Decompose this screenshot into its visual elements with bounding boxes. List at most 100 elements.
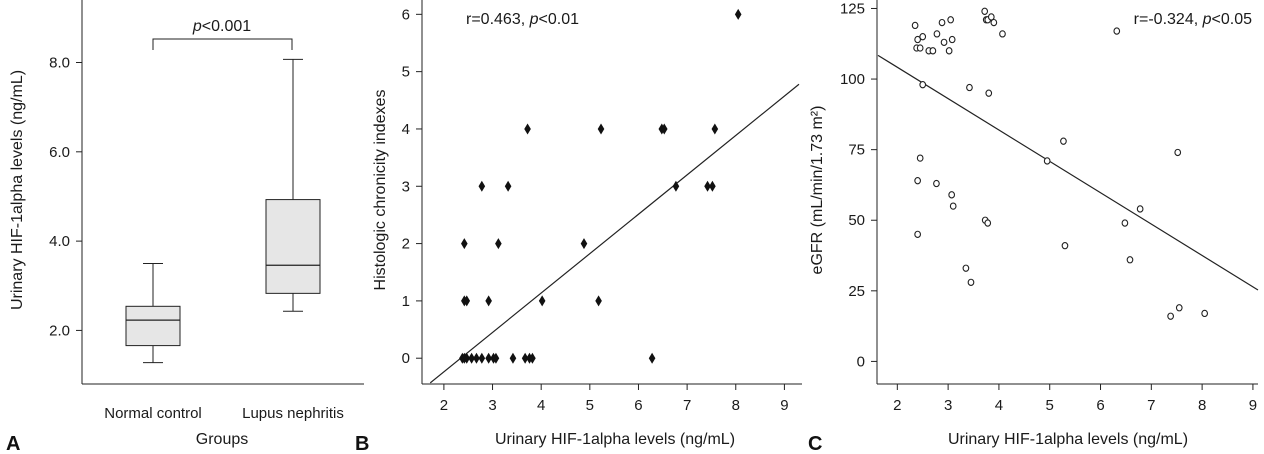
- panel-b-y-tick-label: 4: [402, 121, 410, 138]
- panel-b-x-tick-label: 3: [488, 397, 496, 414]
- panel-c-regression-line: [877, 54, 1259, 291]
- data-point: [962, 264, 970, 272]
- data-point: [509, 352, 517, 364]
- data-point: [948, 191, 956, 199]
- panel-c-y-tick-label: 25: [848, 283, 865, 300]
- data-point: [660, 123, 668, 135]
- panel-b-x-tick-label: 4: [537, 397, 545, 414]
- panel-a-y-axis-title: Urinary HIF-1alpha levels (ng/mL): [9, 70, 26, 310]
- data-point: [985, 89, 993, 97]
- data-point: [1113, 27, 1121, 35]
- data-point: [981, 7, 989, 15]
- panel-a-annotation: p<0.001: [192, 18, 251, 35]
- panel-b-y-tick-label: 2: [402, 236, 410, 253]
- data-point: [919, 33, 927, 41]
- panel-c-y-tick-label: 125: [840, 0, 865, 17]
- data-point: [473, 352, 480, 364]
- panel-b-y-tick-label: 0: [402, 350, 410, 367]
- data-point: [929, 47, 937, 55]
- data-point: [984, 219, 992, 227]
- panel-c-x-tick-label: 7: [1147, 397, 1155, 414]
- panel-b-x-tick-label: 2: [440, 397, 448, 414]
- data-point: [948, 35, 956, 44]
- panel-c-y-tick-label: 50: [848, 212, 865, 229]
- panel-c-x-tick-label: 4: [995, 397, 1003, 414]
- data-point: [538, 295, 546, 307]
- panel-c-x-tick-label: 6: [1096, 397, 1104, 414]
- box-iqr: [265, 199, 321, 294]
- panel-c-x-tick-label: 9: [1249, 397, 1257, 414]
- data-point: [485, 295, 492, 307]
- data-point: [919, 81, 927, 89]
- data-point: [711, 123, 719, 135]
- data-point: [933, 30, 941, 38]
- data-point: [524, 123, 531, 135]
- data-point: [911, 21, 919, 30]
- data-point: [940, 38, 948, 47]
- data-point: [485, 352, 492, 364]
- data-point: [945, 47, 953, 55]
- data-point: [468, 352, 475, 364]
- panel-c-x-tick-label: 2: [893, 397, 901, 414]
- panel-b-x-tick-label: 8: [732, 397, 740, 414]
- data-point: [999, 30, 1006, 38]
- data-point: [1043, 157, 1051, 165]
- panel-a-x-axis-title: Groups: [196, 431, 248, 448]
- data-point: [463, 352, 471, 364]
- data-point: [990, 18, 998, 27]
- panel-a-y-tick-label: 4.0: [49, 233, 70, 250]
- data-point: [916, 44, 924, 52]
- data-point: [478, 180, 486, 192]
- panel-b-regression-line: [429, 83, 800, 384]
- panel-letter-a: A: [6, 433, 20, 454]
- panel-c-x-tick-label: 5: [1046, 397, 1054, 414]
- data-point: [914, 177, 921, 185]
- data-point: [648, 352, 656, 364]
- panel-c-y-axis-title: eGFR (mL/min/1.73 m²): [809, 106, 826, 275]
- data-point: [916, 154, 924, 162]
- data-point: [1174, 148, 1182, 157]
- data-point: [478, 352, 486, 364]
- box-iqr: [125, 305, 181, 347]
- data-point: [1061, 241, 1069, 250]
- panel-c-annotation: r=-0.324, p<0.05: [1134, 11, 1252, 28]
- data-point: [949, 202, 957, 210]
- panel-a-y-tick-label: 6.0: [49, 144, 70, 161]
- data-point: [529, 352, 536, 364]
- data-point: [504, 180, 512, 192]
- panel-b-x-tick-label: 7: [683, 397, 691, 414]
- data-point: [521, 352, 529, 364]
- panel-b-y-axis-title: Histologic chronicity indexes: [372, 90, 389, 291]
- panel-c-x-tick-label: 3: [944, 397, 952, 414]
- panel-c-x-tick-label: 8: [1198, 397, 1206, 414]
- panel-b-x-tick-label: 5: [586, 397, 594, 414]
- data-point: [967, 278, 975, 287]
- significance-bracket: [152, 38, 293, 50]
- category-label-normal-control: Normal control: [104, 405, 202, 422]
- data-point: [1201, 309, 1209, 318]
- panel-b-scatter: 0 1 2 3 4 5 6 2 3 4 5 6 7 8 9 r=0.463, p<0.01 Urinary…: [355, 0, 802, 454]
- panel-letter-b: B: [355, 433, 369, 454]
- panel-b-y-tick-label: 3: [402, 178, 410, 195]
- data-point: [1167, 312, 1174, 320]
- panel-b-x-tick-label: 6: [634, 397, 642, 414]
- data-point: [1060, 137, 1067, 145]
- data-point: [461, 238, 468, 250]
- panel-a-y-tick-label: 2.0: [49, 322, 70, 339]
- panel-letter-c: C: [808, 433, 822, 454]
- data-point: [1126, 256, 1134, 264]
- data-point: [580, 238, 588, 250]
- panel-b-y-tick-label: 1: [402, 293, 410, 310]
- data-point: [709, 180, 716, 192]
- panel-b-y-tick-label: 6: [402, 6, 410, 23]
- panel-c-y-tick-label: 0: [857, 353, 865, 370]
- panel-c-y-tick-label: 100: [840, 71, 865, 88]
- data-point: [947, 16, 955, 24]
- data-point: [938, 18, 946, 27]
- panel-a-y-tick-label: 8.0: [49, 55, 70, 72]
- data-point: [1175, 304, 1183, 312]
- category-label-lupus-nephritis: Lupus nephritis: [242, 405, 344, 422]
- data-point: [704, 180, 711, 192]
